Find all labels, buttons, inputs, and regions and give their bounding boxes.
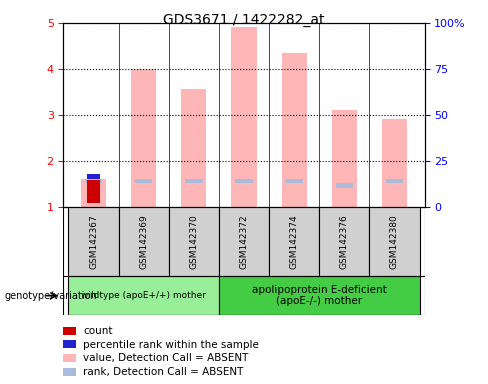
Bar (182, 89, 206, 207)
Text: genotype/variation: genotype/variation (5, 291, 98, 301)
Bar (81, 179, 106, 207)
Bar (135, 179, 152, 184)
Text: percentile rank within the sample: percentile rank within the sample (83, 340, 259, 350)
Bar (219, 276, 420, 315)
Bar (68, 207, 119, 276)
Bar (87, 180, 100, 203)
Bar (369, 207, 420, 276)
Text: GSM142369: GSM142369 (139, 215, 148, 269)
Text: GSM142372: GSM142372 (240, 215, 248, 269)
Text: GSM142376: GSM142376 (340, 215, 349, 269)
Bar (386, 179, 403, 184)
Text: GDS3671 / 1422282_at: GDS3671 / 1422282_at (163, 13, 325, 27)
Bar (85, 179, 102, 184)
Bar (68, 276, 219, 315)
Text: GSM142380: GSM142380 (390, 215, 399, 269)
Text: value, Detection Call = ABSENT: value, Detection Call = ABSENT (83, 353, 249, 363)
Text: wildtype (apoE+/+) mother: wildtype (apoE+/+) mother (81, 291, 206, 300)
Bar (285, 179, 303, 184)
Bar (319, 207, 369, 276)
Bar (282, 53, 306, 207)
Text: GSM142367: GSM142367 (89, 215, 98, 269)
Text: apolipoprotein E-deficient
(apoE-/-) mother: apolipoprotein E-deficient (apoE-/-) mot… (252, 285, 386, 306)
Bar (63, 341, 76, 349)
Bar (63, 327, 76, 335)
Bar (231, 27, 257, 207)
Bar (185, 179, 203, 184)
Bar (336, 184, 353, 188)
Bar (382, 119, 407, 207)
Text: GSM142370: GSM142370 (189, 215, 198, 269)
Bar (235, 179, 253, 184)
Text: rank, Detection Call = ABSENT: rank, Detection Call = ABSENT (83, 367, 244, 377)
Bar (87, 174, 100, 179)
Text: GSM142374: GSM142374 (290, 215, 299, 269)
Bar (269, 207, 319, 276)
Bar (63, 368, 76, 376)
Bar (63, 354, 76, 362)
Bar (131, 69, 156, 207)
Bar (169, 207, 219, 276)
Bar (332, 110, 357, 207)
Bar (119, 207, 169, 276)
Bar (219, 207, 269, 276)
Text: count: count (83, 326, 113, 336)
